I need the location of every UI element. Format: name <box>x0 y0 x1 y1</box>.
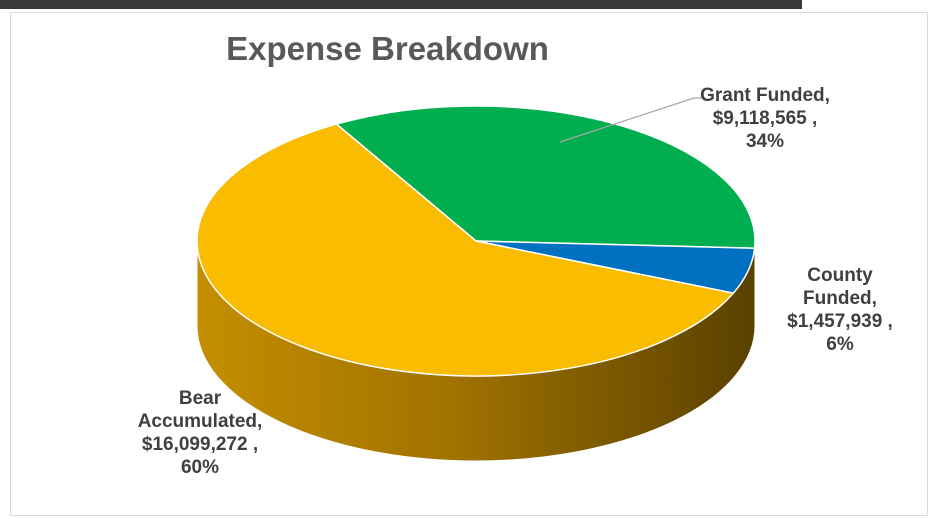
window-top-bar <box>0 0 802 9</box>
slice-bear-accumulated <box>196 123 735 377</box>
data-label-grant-funded: Grant Funded, $9,118,565 , 34% <box>700 85 830 152</box>
slice-grant-funded <box>334 105 756 249</box>
pie-top <box>196 105 756 377</box>
grant-leader-line <box>559 97 695 143</box>
data-label-bear-accumulated: Bear Accumulated, $16,099,272 , 60% <box>137 388 263 478</box>
chart-title: Expense Breakdown <box>226 30 549 67</box>
data-label-county-funded: County Funded, $1,457,939 , 6% <box>787 265 893 355</box>
